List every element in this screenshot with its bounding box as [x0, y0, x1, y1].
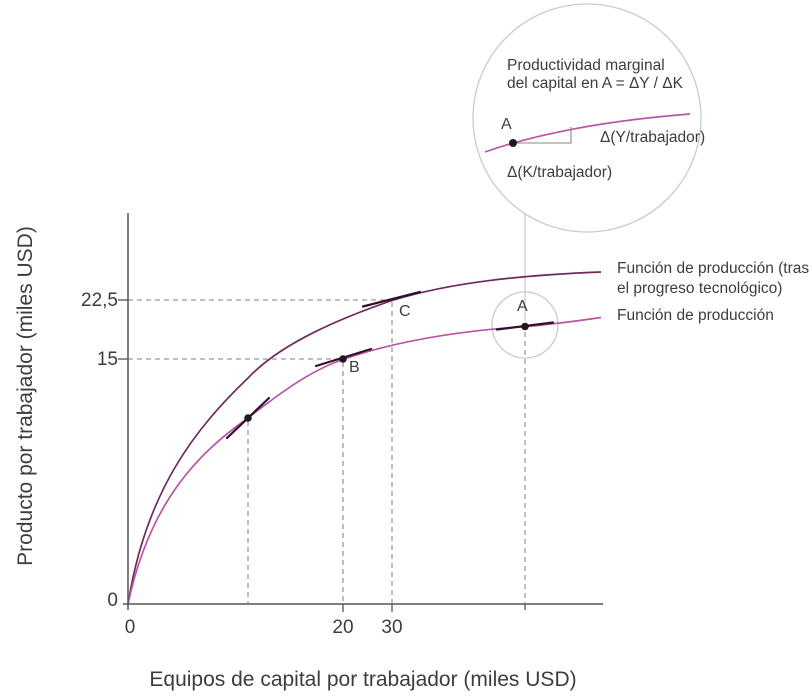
magnifier-target-circle	[491, 291, 559, 359]
x-tick-label-20: 20	[332, 617, 354, 638]
inset-title-line1: Productividad marginal	[507, 57, 665, 74]
point-dot-a	[521, 322, 529, 331]
inset-curve	[484, 113, 691, 153]
y-tick-label-0: 0	[107, 590, 118, 611]
x-axis-title: Equipos de capital por trabajador (miles…	[149, 668, 577, 691]
new-production-curve	[127, 271, 602, 605]
legend-new-line2: el progreso tecnológico)	[617, 280, 783, 297]
y-axis-title: Producto por trabajador (miles USD)	[14, 226, 37, 566]
y-tick-label-22-5: 22,5	[81, 290, 118, 311]
inset-title-line2: del capital en A = ΔY / ΔK	[507, 75, 683, 92]
inset-delta-y-label: Δ(Y/trabajador)	[600, 129, 706, 146]
point-label-b: B	[349, 359, 360, 376]
point-label-a: A	[517, 298, 528, 315]
legend-new-line1: Función de producción (tras	[617, 260, 810, 277]
inset-delta-k-label: Δ(K/trabajador)	[507, 164, 613, 181]
point-label-c: C	[399, 303, 411, 320]
legend-old-production: Función de producción	[617, 307, 774, 324]
y-tick-label-15: 15	[96, 349, 118, 370]
legend-new-production: Función de producción (tras el progreso …	[617, 259, 809, 299]
old-production-curve	[127, 316, 602, 605]
point-dot-b	[339, 355, 347, 363]
inset-title: Productividad marginal del capital en A …	[507, 57, 683, 93]
x-tick-label-30: 30	[381, 617, 403, 638]
inset-slope-triangle	[514, 127, 572, 144]
tangent-at-c	[361, 290, 422, 308]
inset-point-label-a: A	[501, 116, 512, 133]
x-tick-label-0: 0	[124, 617, 136, 638]
inset-point-dot-a	[509, 139, 517, 147]
point-dot-unlabeled	[244, 414, 252, 422]
magnifier-circle	[472, 3, 702, 233]
